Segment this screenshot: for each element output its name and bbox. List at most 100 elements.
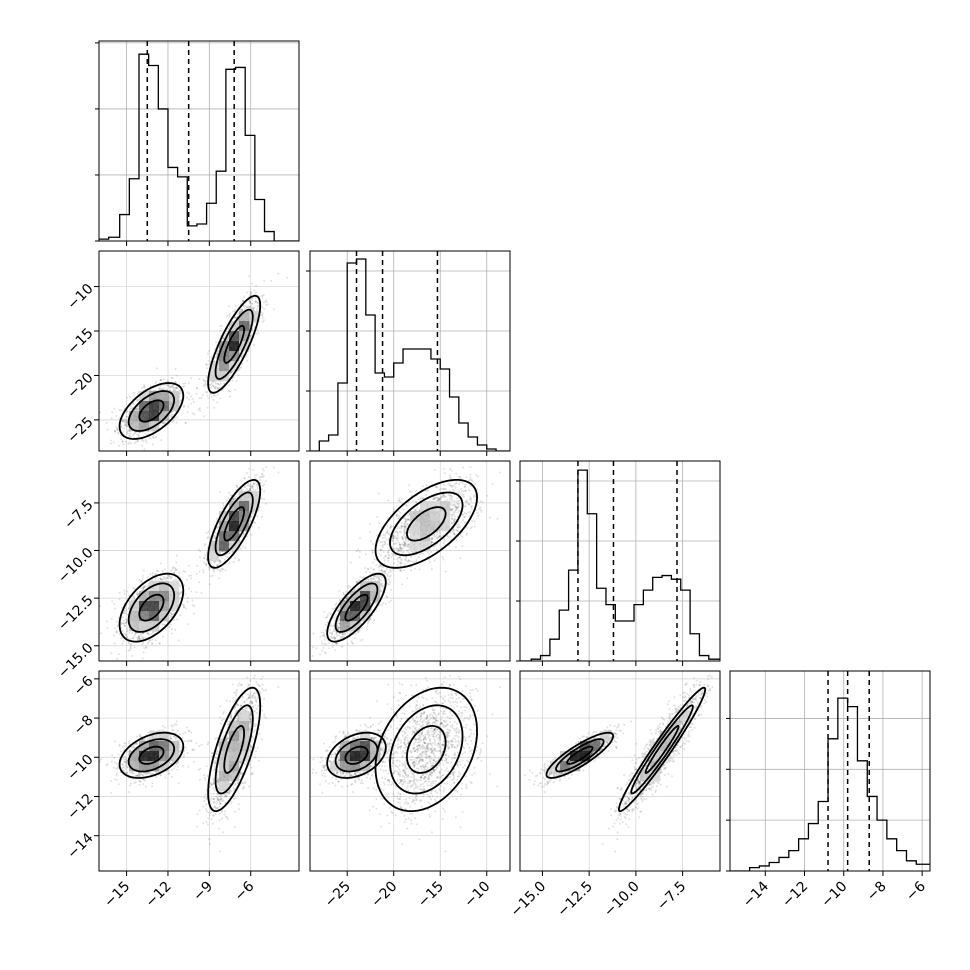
scatter-point	[142, 637, 145, 640]
scatter-point	[124, 625, 126, 627]
scatter-point	[133, 432, 136, 435]
scatter-point	[193, 604, 196, 607]
scatter-point	[213, 535, 216, 538]
scatter-point	[166, 576, 169, 579]
scatter-point	[210, 386, 213, 389]
scatter-point	[141, 575, 144, 577]
scatter-point	[210, 396, 213, 399]
scatter-point	[286, 276, 289, 279]
scatter-point	[162, 635, 164, 638]
scatter-point	[196, 387, 199, 390]
scatter-point	[110, 652, 113, 655]
scatter-point	[110, 439, 113, 442]
scatter-point	[183, 606, 185, 609]
scatter-point	[182, 603, 185, 606]
scatter-point	[113, 407, 116, 410]
scatter-point	[198, 581, 201, 584]
scatter-point	[126, 430, 129, 433]
scatter-point	[235, 316, 237, 319]
scatter-point	[175, 386, 178, 389]
scatter-point	[265, 301, 268, 304]
scatter-point	[286, 456, 288, 458]
scatter-point	[155, 380, 158, 383]
scatter-point	[228, 305, 230, 308]
scatter-point	[141, 643, 144, 646]
scatter-point	[207, 352, 209, 355]
scatter-point	[251, 298, 254, 301]
scatter-point	[212, 384, 215, 387]
scatter-point	[187, 405, 190, 408]
scatter-point	[116, 620, 119, 623]
scatter-point	[198, 570, 201, 573]
scatter-point	[184, 422, 187, 424]
scatter-point	[142, 636, 145, 639]
scatter-point	[186, 411, 189, 414]
scatter-point	[152, 574, 154, 577]
scatter-point	[186, 396, 188, 399]
scatter-point	[242, 304, 245, 307]
scatter-point	[160, 578, 163, 581]
scatter-point	[230, 371, 233, 374]
scatter-point	[219, 570, 222, 573]
contours	[118, 294, 262, 440]
scatter-point	[170, 613, 173, 616]
scatter-point	[126, 425, 128, 428]
scatter-point	[252, 483, 255, 486]
scatter-point	[124, 612, 127, 614]
scatter-point	[99, 411, 102, 414]
scatter-point	[179, 614, 182, 617]
scatter-point	[172, 612, 175, 615]
scatter-point	[125, 410, 128, 413]
scatter-point	[237, 374, 240, 377]
scatter-point	[242, 300, 245, 302]
scatter-point	[250, 308, 253, 310]
scatter-point	[208, 567, 211, 569]
scatter-panel-2-0: −15.0−12.5−10.0−7.5	[55, 456, 300, 682]
scatter-point	[114, 627, 117, 630]
density-bin	[169, 401, 180, 412]
scatter-point	[124, 419, 127, 422]
scatter-point	[184, 607, 187, 610]
scatter-point	[166, 380, 169, 383]
density-bin	[139, 421, 150, 432]
scatter-point	[187, 564, 190, 567]
scatter-point	[246, 484, 249, 487]
scatter-point	[206, 406, 209, 409]
scatter-point	[136, 407, 139, 410]
scatter-point	[256, 473, 258, 476]
scatter-point	[116, 631, 119, 634]
scatter-point	[265, 466, 268, 469]
scatter-point	[250, 292, 253, 295]
scatter-point	[231, 379, 234, 382]
scatter-point	[249, 291, 252, 294]
scatter-point	[143, 585, 146, 588]
scatter-point	[160, 577, 163, 580]
scatter-point	[217, 387, 220, 390]
scatter-point	[169, 414, 172, 417]
scatter-point	[203, 383, 206, 386]
scatter-point	[120, 425, 123, 428]
scatter-point	[205, 563, 207, 566]
scatter-point	[245, 355, 248, 358]
scatter-point	[133, 442, 136, 445]
scatter-point	[232, 310, 235, 313]
scatter-point	[149, 388, 152, 391]
scatter-point	[246, 353, 249, 356]
scatter-point	[162, 422, 164, 425]
scatter-point	[254, 297, 257, 300]
scatter-point	[126, 409, 129, 412]
scatter-point	[121, 616, 124, 619]
scatter-point	[129, 436, 132, 439]
scatter-point	[206, 391, 209, 394]
scatter-point	[159, 562, 162, 565]
scatter-point	[204, 543, 207, 546]
scatter-point	[126, 590, 129, 593]
panel-frame	[98, 40, 300, 242]
scatter-point	[202, 568, 204, 571]
scatter-point	[222, 568, 225, 571]
scatter-point	[136, 593, 139, 596]
scatter-point	[121, 440, 124, 443]
scatter-point	[252, 306, 255, 309]
scatter-point	[120, 637, 123, 640]
scatter-point	[125, 421, 128, 424]
